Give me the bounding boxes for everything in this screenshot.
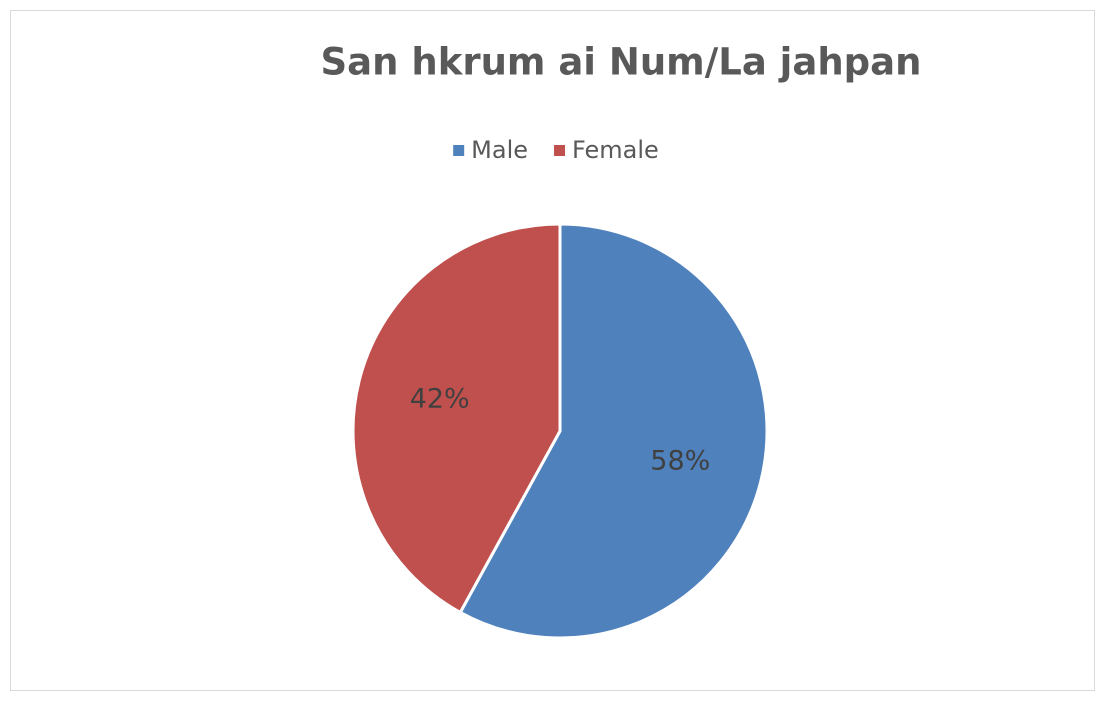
chart-title: San hkrum ai Num/La jahpan bbox=[321, 41, 922, 84]
pie-slice bbox=[351, 222, 562, 615]
legend-label: Female bbox=[572, 136, 659, 164]
pie-slice bbox=[458, 222, 769, 640]
legend-swatch bbox=[554, 145, 566, 156]
legend: Male Female bbox=[453, 136, 659, 164]
legend-label: Male bbox=[471, 136, 528, 164]
data-label: 42% bbox=[410, 384, 470, 415]
legend-swatch bbox=[453, 145, 465, 156]
data-label: 58% bbox=[650, 445, 710, 476]
